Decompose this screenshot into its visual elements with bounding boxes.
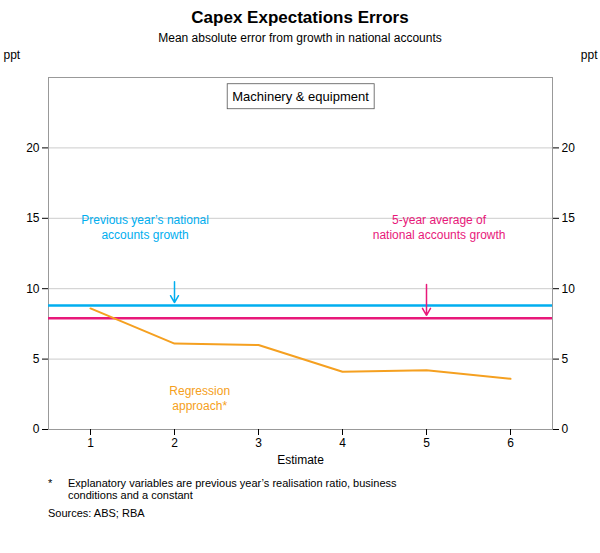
- svg-text:5: 5: [423, 436, 430, 450]
- svg-text:5-year average ofnational acco: 5-year average ofnational accounts growt…: [373, 213, 506, 242]
- svg-text:15: 15: [26, 211, 40, 225]
- svg-text:Estimate: Estimate: [277, 453, 324, 467]
- svg-text:4: 4: [339, 436, 346, 450]
- svg-text:0: 0: [562, 422, 569, 436]
- svg-text:2: 2: [171, 436, 178, 450]
- svg-text:1: 1: [87, 436, 94, 450]
- html-text:Capex Expectations Errors: Capex Expectations Errors: [191, 8, 409, 27]
- svg-text:0: 0: [33, 422, 40, 436]
- svg-text:3: 3: [255, 436, 262, 450]
- svg-text:Previous year’s nationalaccoun: Previous year’s nationalaccounts growth: [81, 213, 209, 242]
- svg-text:5: 5: [562, 352, 569, 366]
- html-text:Explanatory variables are prev: Explanatory variables are previous year’…: [68, 477, 397, 501]
- svg-text:6: 6: [507, 436, 514, 450]
- svg-text:20: 20: [26, 141, 40, 155]
- html-text:Mean absolute error from growt: Mean absolute error from growth in natio…: [158, 31, 442, 45]
- svg-text:10: 10: [26, 282, 40, 296]
- svg-text:10: 10: [562, 282, 576, 296]
- svg-text:Regressionapproach*: Regressionapproach*: [169, 384, 230, 413]
- svg-text:ppt: ppt: [4, 48, 21, 62]
- svg-text:Machinery & equipment: Machinery & equipment: [232, 89, 369, 104]
- svg-text:5: 5: [33, 352, 40, 366]
- svg-text:ppt: ppt: [581, 48, 598, 62]
- svg-text:15: 15: [562, 211, 576, 225]
- html-text:Sources: ABS; RBA: Sources: ABS; RBA: [48, 507, 145, 519]
- svg-text:20: 20: [562, 141, 576, 155]
